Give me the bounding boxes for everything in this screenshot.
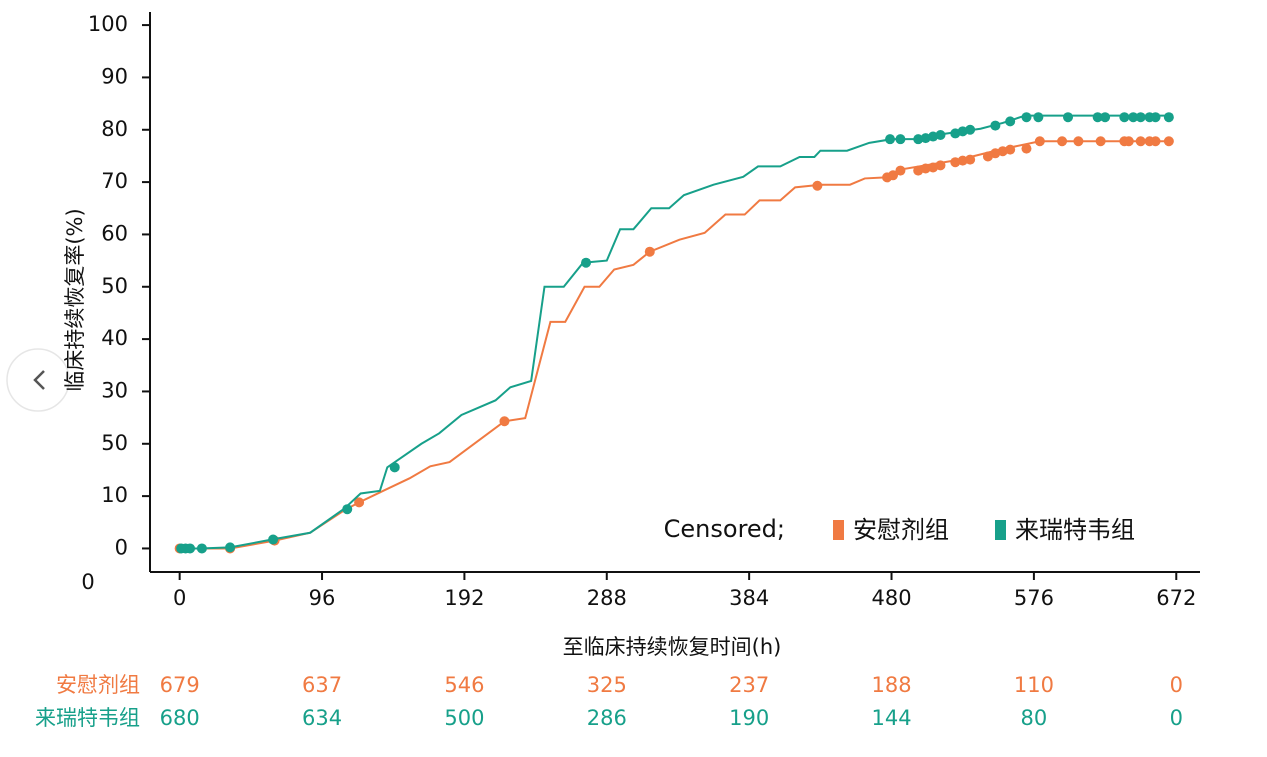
censor-mark — [885, 134, 896, 145]
censor-mark — [913, 134, 924, 145]
x-tick-label: 384 — [729, 586, 769, 610]
censor-mark — [957, 126, 968, 137]
prev-icon — [33, 370, 45, 390]
censor-mark — [1150, 136, 1161, 147]
censor-mark — [1021, 112, 1032, 123]
censor-mark — [1005, 116, 1016, 127]
y-axis-label: 临床持续恢复率(%) — [63, 208, 87, 391]
censor-mark — [812, 180, 823, 191]
censor-mark — [1073, 136, 1084, 147]
x-tick-label: 192 — [444, 586, 484, 610]
censor-mark — [920, 133, 931, 144]
y-tick-label: 0 — [115, 535, 128, 559]
censor-mark — [1163, 136, 1174, 147]
risk-row-label: 安慰剂组 — [56, 673, 140, 697]
y-tick-label: 30 — [101, 378, 128, 402]
censor-mark — [499, 416, 510, 427]
censor-mark — [389, 462, 400, 473]
censor-mark — [354, 497, 365, 508]
prev-button[interactable] — [6, 348, 70, 412]
censor-mark — [1123, 136, 1134, 147]
x-tick-label: 672 — [1156, 586, 1196, 610]
censor-mark — [895, 165, 906, 176]
censor-mark — [225, 542, 236, 553]
censor-mark — [950, 157, 961, 168]
censor-mark — [920, 163, 931, 174]
risk-count: 546 — [444, 673, 484, 697]
y-tick-label: 80 — [101, 117, 128, 141]
y-tick-label: 90 — [101, 64, 128, 88]
censor-mark — [196, 543, 207, 554]
risk-count: 110 — [1014, 673, 1054, 697]
censor-mark — [1005, 144, 1016, 155]
censor-mark — [1057, 136, 1068, 147]
legend-label: 安慰剂组 — [853, 516, 949, 544]
y-tick-label: 10 — [101, 483, 128, 507]
censor-mark — [268, 534, 279, 545]
censor-mark — [965, 124, 976, 135]
censor-mark — [581, 257, 592, 268]
censor-mark — [990, 120, 1001, 131]
censor-mark — [965, 154, 976, 165]
y-tick-label: 60 — [101, 221, 128, 245]
legend-title: Censored; — [664, 515, 785, 543]
censor-mark — [1119, 112, 1130, 123]
risk-count: 286 — [587, 706, 627, 730]
legend-swatch — [833, 520, 844, 540]
censor-mark — [342, 504, 353, 515]
censor-mark — [1150, 112, 1161, 123]
x-axis-label: 至临床持续恢复时间(h) — [563, 635, 782, 659]
y-tick-label: 100 — [88, 12, 128, 36]
risk-count: 0 — [1170, 673, 1183, 697]
censor-mark — [1095, 136, 1106, 147]
risk-count: 679 — [160, 673, 200, 697]
censor-mark — [1063, 112, 1074, 123]
x-tick-label: 576 — [1014, 586, 1054, 610]
risk-count: 637 — [302, 673, 342, 697]
y-tick-label: 50 — [101, 274, 128, 298]
risk-count: 500 — [444, 706, 484, 730]
x-tick-label: 0 — [173, 586, 186, 610]
censor-mark — [1033, 112, 1044, 123]
risk-count: 325 — [587, 673, 627, 697]
censor-mark — [935, 160, 946, 171]
censor-mark — [888, 170, 899, 181]
censor-mark — [1135, 136, 1146, 147]
censor-mark — [1100, 112, 1111, 123]
censor-mark — [928, 131, 939, 142]
censor-mark — [1135, 112, 1146, 123]
risk-count: 144 — [871, 706, 911, 730]
risk-count: 188 — [871, 673, 911, 697]
curve — [179, 114, 1171, 550]
censor-mark — [644, 246, 655, 257]
risk-count: 237 — [729, 673, 769, 697]
censor-mark — [1021, 143, 1032, 154]
y-tick-label: 40 — [101, 326, 128, 350]
legend-swatch — [995, 520, 1006, 540]
censor-mark — [895, 134, 906, 145]
censor-mark — [1163, 112, 1174, 123]
risk-count: 680 — [160, 706, 200, 730]
x-tick-label: 288 — [587, 586, 627, 610]
risk-count: 0 — [1170, 706, 1183, 730]
censor-mark — [935, 129, 946, 140]
risk-count: 190 — [729, 706, 769, 730]
censor-mark — [1128, 112, 1139, 123]
censor-mark — [185, 543, 196, 554]
censor-mark — [1034, 136, 1045, 147]
annotation: 0 — [81, 570, 94, 594]
y-tick-label: 50 — [101, 431, 128, 455]
x-tick-label: 480 — [871, 586, 911, 610]
risk-count: 80 — [1021, 706, 1048, 730]
censor-mark — [997, 146, 1008, 157]
x-tick-label: 96 — [309, 586, 336, 610]
censor-mark — [1092, 112, 1103, 123]
y-tick-label: 70 — [101, 169, 128, 193]
risk-row-label: 来瑞特韦组 — [35, 706, 140, 730]
legend-label: 来瑞特韦组 — [1015, 516, 1135, 544]
censor-mark — [957, 155, 968, 166]
risk-count: 634 — [302, 706, 342, 730]
